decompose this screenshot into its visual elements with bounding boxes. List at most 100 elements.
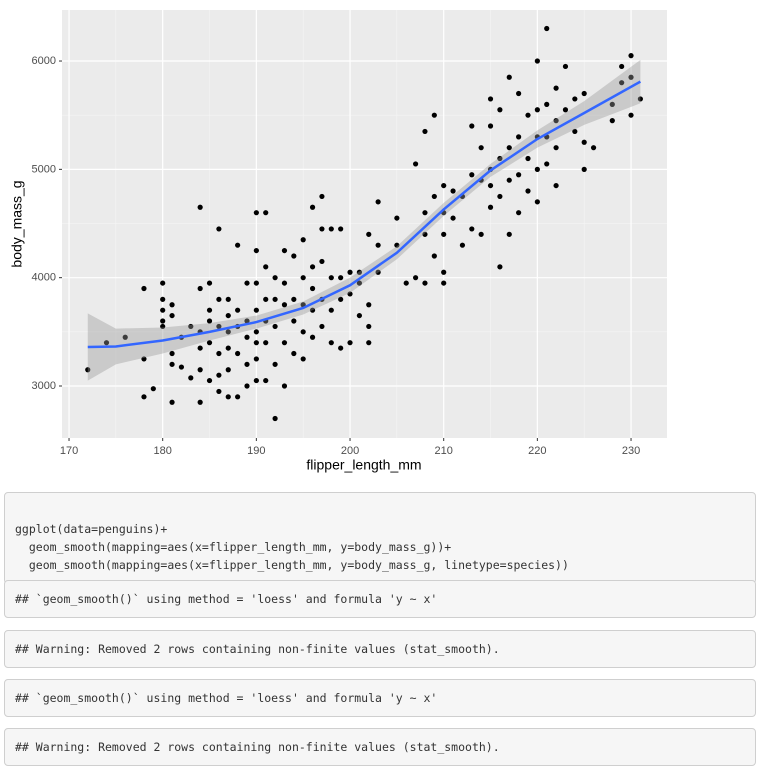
point: [235, 350, 241, 357]
point: [338, 345, 344, 351]
y-tick-label: 4000: [32, 272, 56, 284]
point: [506, 177, 512, 183]
point: [309, 334, 316, 340]
point: [534, 107, 540, 113]
point: [572, 128, 578, 135]
chart: flipper_length_mm body_mass_g 170 180 190 2…: [9, 10, 667, 473]
x-axis-label: flipper_length_mm: [306, 457, 421, 473]
point: [469, 123, 475, 129]
point: [516, 90, 522, 97]
point: [356, 269, 362, 275]
y-tick-label: 6000: [32, 55, 56, 67]
point: [244, 318, 250, 324]
point: [516, 210, 522, 216]
point: [375, 199, 381, 205]
point: [188, 375, 194, 381]
point: [328, 275, 334, 281]
point: [300, 275, 306, 281]
point: [235, 394, 241, 400]
point: [319, 226, 325, 232]
point: [160, 323, 166, 330]
point: [291, 318, 297, 324]
point: [422, 280, 428, 286]
point: [272, 361, 278, 367]
point: [263, 377, 269, 384]
point: [253, 307, 259, 313]
point: [281, 247, 288, 254]
point: [356, 280, 362, 286]
code-block: ggplot(data=penguins)+ geom_smooth(mappi…: [4, 492, 756, 584]
point: [553, 85, 559, 91]
point: [412, 161, 419, 167]
point: [328, 340, 334, 346]
point: [553, 182, 559, 189]
point: [160, 280, 166, 286]
point: [572, 96, 578, 102]
point: [197, 367, 203, 373]
point: [562, 63, 569, 70]
point: [263, 296, 269, 302]
point: [244, 280, 250, 286]
point: [235, 242, 241, 248]
x-tick-label: 220: [528, 445, 546, 457]
smooth-line: [87, 80, 642, 349]
point: [516, 134, 522, 140]
point: [225, 329, 231, 335]
point: [197, 285, 203, 292]
point: [141, 394, 147, 400]
point: [366, 340, 372, 346]
point: [516, 172, 522, 178]
y-tick-label: 5000: [32, 163, 56, 175]
point: [85, 367, 91, 373]
point: [169, 399, 175, 405]
point: [103, 340, 110, 346]
point: [225, 345, 231, 351]
point: [206, 377, 213, 384]
point: [244, 383, 250, 389]
point: [441, 231, 447, 237]
point: [628, 74, 634, 80]
point: [338, 296, 344, 302]
point: [206, 318, 213, 324]
point: [506, 231, 512, 237]
point: [141, 356, 147, 362]
x-tick-label: 190: [247, 445, 265, 457]
point: [441, 269, 447, 275]
output-block: ## `geom_smooth()` using method = 'loess…: [4, 580, 756, 618]
point: [497, 193, 503, 200]
point: [619, 63, 625, 70]
y-tick-label: 3000: [32, 380, 56, 392]
point: [281, 302, 288, 308]
point: [487, 182, 494, 189]
point: [375, 242, 381, 248]
point: [253, 329, 259, 335]
point: [216, 388, 222, 395]
y-axis-label: body_mass_g: [9, 180, 25, 267]
output-block: ## `geom_smooth()` using method = 'loess…: [4, 679, 756, 717]
point: [216, 226, 222, 232]
point: [197, 399, 203, 405]
x-tick-label: 180: [154, 445, 172, 457]
point: [347, 269, 353, 275]
point: [309, 204, 316, 210]
point: [206, 307, 213, 313]
point: [216, 323, 222, 330]
point: [300, 237, 306, 243]
point: [347, 291, 353, 297]
point: [581, 139, 587, 145]
point: [225, 394, 231, 400]
point: [441, 280, 447, 286]
point: [225, 296, 231, 302]
point: [197, 345, 203, 351]
point: [253, 210, 259, 216]
point: [394, 242, 400, 248]
point: [422, 128, 428, 135]
point: [272, 296, 278, 302]
point: [160, 318, 166, 324]
point: [628, 112, 634, 118]
point: [263, 264, 269, 270]
point: [525, 188, 531, 194]
point: [525, 112, 531, 118]
code-line: geom_smooth(mapping=aes(x=flipper_length…: [15, 540, 452, 554]
